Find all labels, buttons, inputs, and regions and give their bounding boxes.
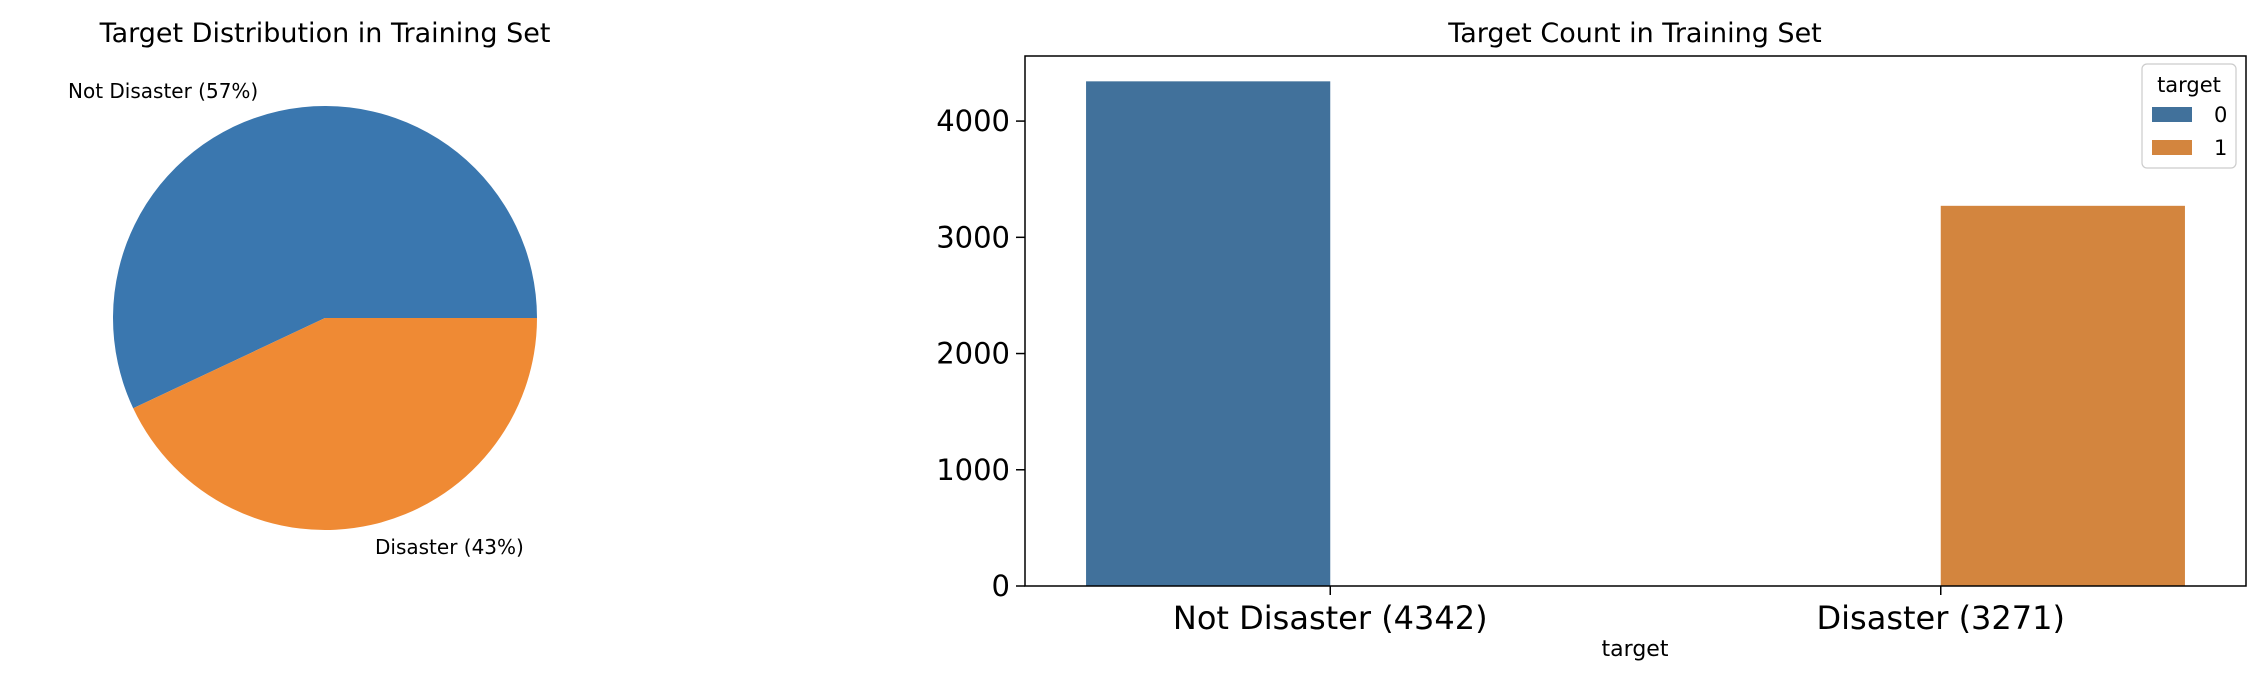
pie-title: Target Distribution in Training Set bbox=[99, 18, 551, 49]
legend-title: target bbox=[2157, 73, 2221, 97]
y-tick-label: 3000 bbox=[936, 220, 1010, 254]
legend-swatch-1 bbox=[2152, 140, 2192, 155]
x-tick-label: Disaster (3271) bbox=[1817, 599, 2065, 637]
bar-title: Target Count in Training Set bbox=[1447, 18, 1822, 49]
y-tick-label: 0 bbox=[992, 569, 1010, 603]
bar-chart: Target Count in Training Set 0 1000 2000 30… bbox=[936, 18, 2247, 662]
y-tick-label: 2000 bbox=[936, 337, 1010, 371]
legend: target 0 1 bbox=[2141, 63, 2237, 169]
pie-label-not-disaster: Not Disaster (57%) bbox=[68, 79, 258, 103]
x-axis-label: target bbox=[1602, 637, 1669, 662]
bar-series-1-cat-1 bbox=[1940, 205, 2185, 586]
pie-slice-disaster bbox=[133, 318, 537, 530]
pie-label-disaster: Disaster (43%) bbox=[375, 535, 524, 559]
pie-chart: Target Distribution in Training Set Not … bbox=[68, 18, 550, 559]
legend-label-1: 1 bbox=[2214, 136, 2227, 160]
legend-swatch-0 bbox=[2152, 107, 2192, 122]
legend-label-0: 0 bbox=[2214, 103, 2227, 127]
pie-slice-not-disaster bbox=[113, 106, 537, 409]
y-tick-label: 4000 bbox=[936, 104, 1010, 138]
x-tick-label: Not Disaster (4342) bbox=[1173, 599, 1488, 637]
y-tick-label: 1000 bbox=[936, 453, 1010, 487]
bar-series-0-cat-0 bbox=[1086, 81, 1331, 587]
plot-frame bbox=[1024, 55, 2247, 587]
